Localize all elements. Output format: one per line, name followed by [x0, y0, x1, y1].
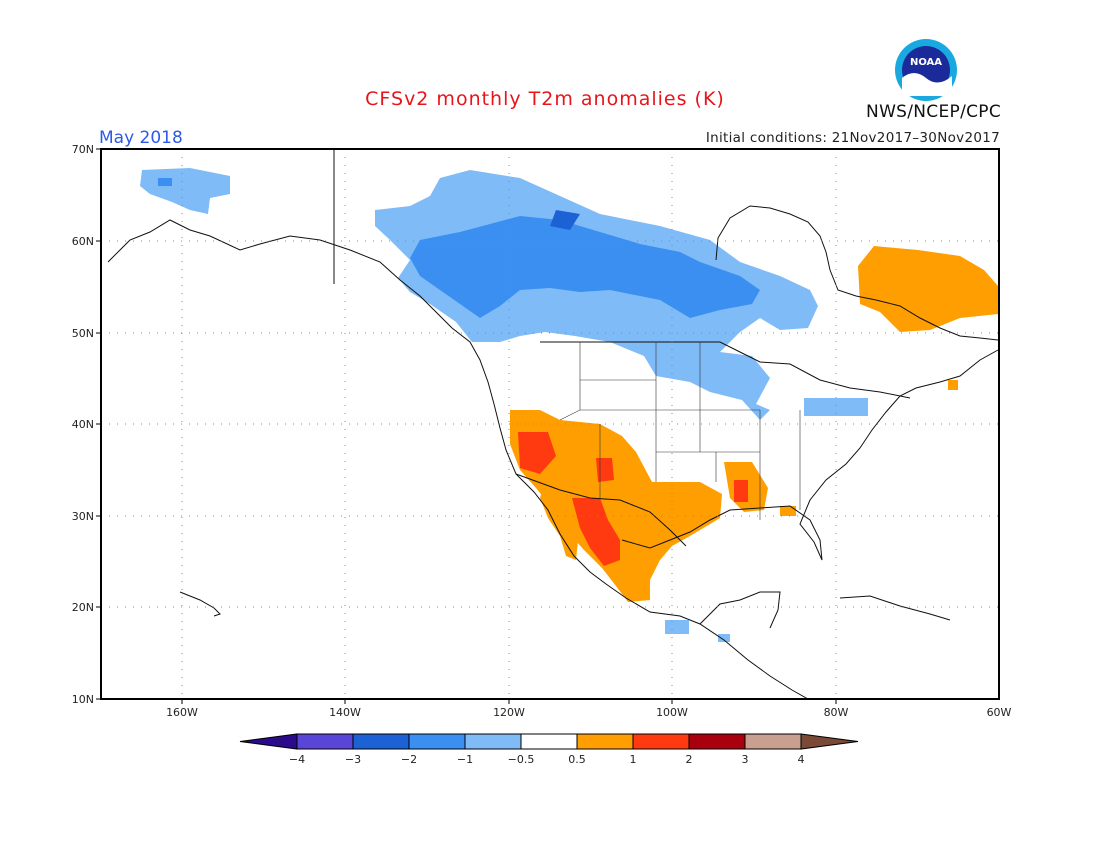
lon-label-120w: 120W	[493, 706, 525, 719]
lon-label-160w: 160W	[166, 706, 198, 719]
colorbar-tick-label: 2	[686, 753, 693, 766]
hudson-bay-coastline	[715, 205, 999, 341]
colorbar-tick-label: −3	[345, 753, 361, 766]
lat-label-50n: 50N	[72, 327, 94, 340]
noaa-logo-bird	[902, 73, 952, 96]
hawaii-islands	[179, 591, 221, 617]
anomaly-hot-newmexico	[596, 458, 614, 482]
anomaly-cold-central-america	[665, 620, 689, 634]
colorbar-bin	[632, 733, 690, 750]
colorbar-arrow-high	[800, 733, 859, 750]
colorbar-tick-label: −4	[289, 753, 305, 766]
lat-label-20n: 20N	[72, 601, 94, 614]
lat-label-40n: 40N	[72, 418, 94, 431]
anomaly-hot-nevada	[518, 432, 556, 474]
lat-label-30n: 30N	[72, 510, 94, 523]
colorbar-tick-label: −0.5	[508, 753, 535, 766]
chart-title: CFSv2 monthly T2m anomalies (K)	[365, 88, 725, 110]
anomaly-cold-alaska-core	[158, 178, 172, 186]
initial-conditions-label: Initial conditions: 21Nov2017–30Nov2017	[705, 130, 1000, 146]
colorbar-tick-label: 1	[630, 753, 637, 766]
colorbar-tick-label: 4	[798, 753, 805, 766]
lon-labels: 160W 140W 120W 100W 80W 60W	[166, 699, 1012, 719]
lon-label-140w: 140W	[329, 706, 361, 719]
colorbar-arrow-low	[239, 733, 298, 750]
anomaly-hot-louisiana	[734, 480, 748, 502]
colorbar-tick-label: 0.5	[568, 753, 586, 766]
agency-label: NWS/NCEP/CPC	[866, 102, 1001, 122]
yucatan-coastline	[699, 591, 781, 629]
anomaly-warm-quebec	[858, 246, 998, 332]
colorbar: −4 −3 −2 −1 −0.5 0.5 1 2 3 4	[239, 733, 859, 766]
state-borders	[559, 342, 801, 520]
colorbar-bin	[576, 733, 634, 750]
lat-label-60n: 60N	[72, 235, 94, 248]
anomaly-warm-nova-scotia	[948, 380, 958, 390]
pacific-coastline	[107, 219, 809, 699]
anomaly-cold-honduras	[718, 634, 730, 642]
us-mexico-border	[515, 473, 687, 547]
colorbar-bin	[352, 733, 410, 750]
anomaly-cold-canada-core	[550, 210, 580, 230]
atlantic-gulf-coastline	[621, 349, 999, 561]
colorbar-tick-label: −2	[401, 753, 417, 766]
lat-label-70n: 70N	[72, 143, 94, 156]
caribbean-islands	[839, 595, 951, 621]
lat-label-10n: 10N	[72, 693, 94, 706]
lon-label-80w: 80W	[824, 706, 849, 719]
colorbar-tick-label: 3	[742, 753, 749, 766]
lon-label-100w: 100W	[656, 706, 688, 719]
anomaly-warm-baja	[540, 472, 578, 560]
lon-label-60w: 60W	[987, 706, 1012, 719]
noaa-logo-text: NOAA	[910, 57, 942, 68]
anomaly-cold-great-lakes	[804, 398, 868, 416]
colorbar-bin	[464, 733, 522, 750]
colorbar-bin	[408, 733, 466, 750]
valid-month-label: May 2018	[99, 128, 183, 148]
colorbar-tick-label: −1	[457, 753, 473, 766]
us-canada-border	[540, 341, 911, 399]
lat-labels: 70N 60N 50N 40N 30N 20N 10N	[72, 143, 101, 706]
anomaly-warm-southwest	[510, 410, 722, 602]
anomaly-warm-florida	[780, 506, 796, 516]
coastlines	[107, 149, 999, 699]
colorbar-bin	[520, 733, 578, 750]
anomaly-cold-canada-medium	[410, 216, 760, 318]
map-area	[101, 149, 999, 699]
anomaly-hot-sonora	[572, 498, 620, 566]
colorbar-bin	[744, 733, 802, 750]
colorbar-bin	[296, 733, 354, 750]
graticule	[101, 149, 999, 699]
noaa-logo: NOAA	[895, 39, 957, 101]
colorbar-bin	[688, 733, 746, 750]
us-state-lines	[559, 342, 801, 520]
